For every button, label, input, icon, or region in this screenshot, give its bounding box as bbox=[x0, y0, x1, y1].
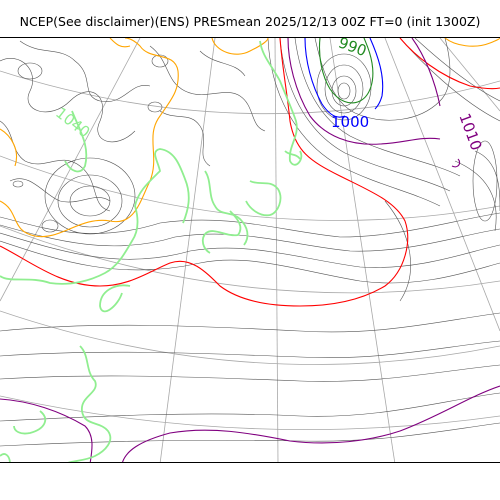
isobar bbox=[369, 38, 384, 110]
coastlines bbox=[0, 40, 303, 462]
meridian-line bbox=[329, 38, 396, 462]
isobar bbox=[57, 174, 123, 228]
isobar bbox=[279, 38, 451, 192]
isobar bbox=[0, 398, 93, 462]
isobar-1000 bbox=[304, 38, 384, 118]
isobar bbox=[411, 38, 441, 107]
isobar-1020 bbox=[0, 38, 500, 307]
isobar bbox=[0, 364, 500, 382]
isobar bbox=[19, 40, 151, 102]
isobar bbox=[0, 58, 136, 143]
coastline-honshu bbox=[201, 210, 242, 254]
coastline-taiwan bbox=[13, 410, 47, 435]
isobar bbox=[399, 38, 500, 90]
map-title: NCEP(See disclaimer)(ENS) PRESmean 2025/… bbox=[19, 14, 481, 29]
meridian-line bbox=[439, 38, 500, 112]
isobar bbox=[0, 232, 500, 268]
contour-label-1010: 1010 bbox=[455, 111, 485, 153]
coastline-hokkaido bbox=[245, 180, 282, 217]
isobar bbox=[451, 158, 461, 168]
isobar bbox=[0, 392, 500, 422]
isobar bbox=[0, 38, 179, 238]
isobar bbox=[0, 224, 500, 252]
isobar-990 bbox=[318, 38, 374, 104]
contour-label-1040: 1040 bbox=[52, 104, 93, 142]
isobar bbox=[122, 385, 500, 462]
isobar bbox=[147, 101, 163, 113]
meridian-line bbox=[274, 38, 279, 462]
isobar bbox=[9, 178, 111, 203]
meridian-line bbox=[384, 38, 500, 332]
isobar bbox=[444, 38, 500, 47]
graticule bbox=[0, 38, 500, 462]
pressure-map: 1040 1000 1010 990 bbox=[0, 38, 500, 462]
parallel-line bbox=[0, 225, 500, 294]
isobar bbox=[0, 212, 500, 238]
isobar bbox=[472, 140, 498, 222]
map-panel: 1040 1000 1010 990 bbox=[0, 37, 500, 463]
isobar bbox=[199, 50, 246, 77]
coastline-korea bbox=[99, 284, 131, 313]
parallel-line bbox=[0, 395, 500, 431]
isobar bbox=[149, 45, 266, 132]
isobar bbox=[287, 38, 441, 145]
isobars bbox=[0, 38, 500, 447]
isobar bbox=[0, 38, 409, 307]
isobar bbox=[69, 185, 111, 217]
isobar bbox=[0, 422, 500, 447]
coastline-kamchatka bbox=[259, 40, 303, 166]
parallel-line bbox=[0, 310, 500, 365]
coastline-china-east bbox=[67, 345, 112, 462]
parallel-line bbox=[0, 70, 500, 115]
isobar bbox=[17, 62, 43, 80]
isobar bbox=[267, 38, 441, 207]
coastline-sakhalin bbox=[204, 170, 249, 246]
parallel-line bbox=[0, 155, 500, 221]
meridian-line bbox=[0, 38, 141, 302]
coastline-philippines bbox=[0, 453, 11, 462]
isobar bbox=[294, 38, 461, 177]
meridian-line bbox=[159, 38, 216, 462]
isobar bbox=[0, 340, 500, 359]
isobar bbox=[324, 64, 364, 114]
isobar-1010 bbox=[0, 38, 500, 462]
isobar bbox=[211, 38, 269, 55]
isobar bbox=[414, 38, 500, 102]
isobar bbox=[454, 160, 497, 232]
isobar bbox=[159, 110, 211, 167]
isobar bbox=[0, 240, 500, 284]
isobar bbox=[109, 38, 131, 48]
contour-label-990: 990 bbox=[336, 38, 369, 60]
isobar bbox=[304, 38, 346, 118]
isobar bbox=[0, 128, 18, 167]
isobar bbox=[384, 200, 411, 302]
coastline-mainland bbox=[0, 148, 190, 285]
contour-label-1000: 1000 bbox=[331, 113, 369, 131]
isobar bbox=[41, 219, 59, 233]
isobar bbox=[474, 150, 500, 212]
isobar bbox=[44, 157, 136, 235]
isobar bbox=[318, 38, 374, 104]
isobar-1030 bbox=[0, 38, 500, 238]
isobar bbox=[337, 82, 351, 100]
coastline-kuril bbox=[284, 150, 301, 160]
isobar bbox=[0, 312, 500, 333]
isobar bbox=[12, 180, 24, 188]
coastline-okhotsk bbox=[64, 110, 88, 173]
isobar bbox=[151, 54, 169, 68]
